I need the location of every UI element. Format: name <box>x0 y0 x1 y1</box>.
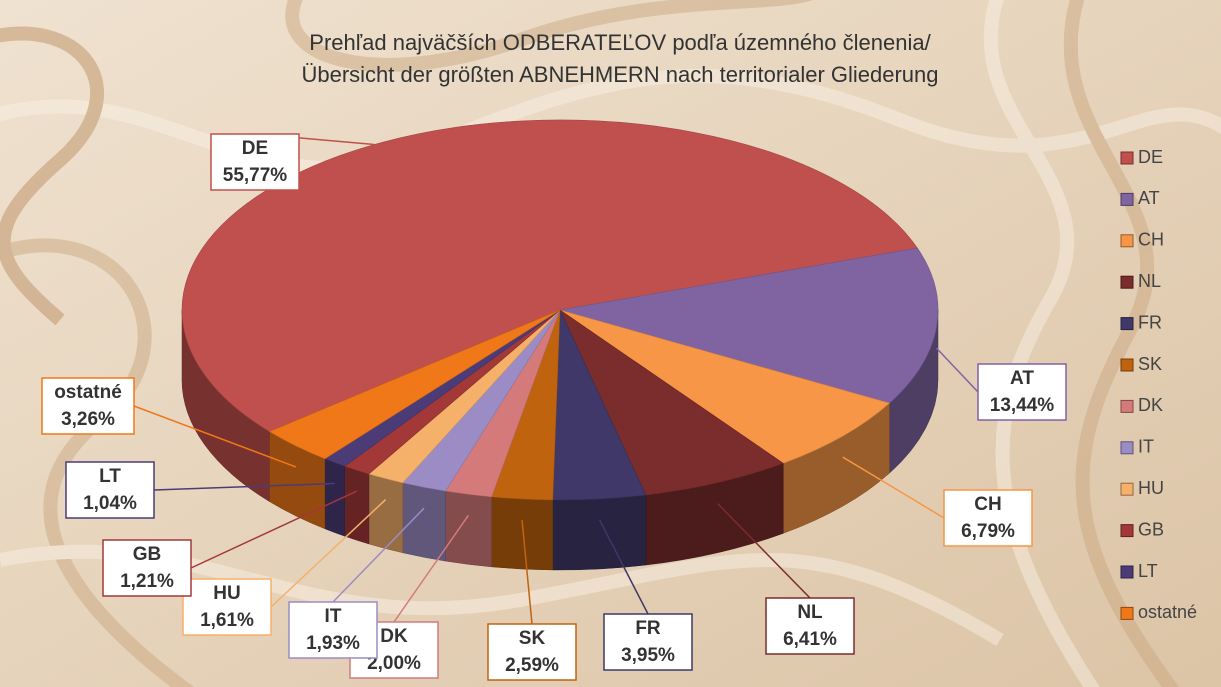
legend-marker <box>1120 275 1134 289</box>
legend-label: DE <box>1138 147 1163 167</box>
data-label-value: 13,44% <box>990 395 1055 416</box>
data-label-value: 6,41% <box>783 629 837 650</box>
legend-label: IT <box>1138 437 1154 457</box>
data-label-value: 3,95% <box>621 645 675 666</box>
leader-line <box>842 456 945 519</box>
data-label-category: IT <box>325 606 342 627</box>
pie-tops <box>181 119 939 501</box>
data-label-value: 3,26% <box>61 409 115 430</box>
data-label-category: DE <box>242 138 268 159</box>
pie-slice-side <box>344 465 370 545</box>
pie-slice <box>559 247 939 404</box>
legend-label: NL <box>1138 271 1161 291</box>
data-label-category: LT <box>99 466 121 487</box>
data-label-box <box>487 623 577 681</box>
data-label-value: 1,04% <box>83 493 137 514</box>
pie-slice-side <box>491 496 554 571</box>
pie-slice <box>559 309 891 464</box>
data-label-category: DK <box>380 626 408 647</box>
legend-label: FR <box>1138 312 1162 332</box>
legend-marker <box>1120 192 1134 206</box>
data-label-category: AT <box>1010 368 1034 389</box>
data-label-value: 6,79% <box>961 521 1015 542</box>
data-label-value: 1,21% <box>120 571 174 592</box>
leader-line <box>393 514 470 623</box>
legend-marker <box>1120 482 1134 496</box>
legend-marker <box>1120 358 1134 372</box>
leader-line <box>190 490 357 569</box>
data-label-value: 1,61% <box>200 610 254 631</box>
legend-marker <box>1120 151 1134 165</box>
data-label-box <box>977 363 1067 421</box>
data-label-value: 55,77% <box>223 165 288 186</box>
leader-line <box>270 499 387 608</box>
legend-marker <box>1120 234 1134 248</box>
data-label-box <box>65 461 155 519</box>
data-label-box <box>102 539 192 597</box>
data-labels: DE 55,77% AT 13,44% CH 6,79% NL 6,41% FR 3,95% SK 2… <box>41 133 1067 681</box>
data-label-box <box>182 578 272 636</box>
data-label-category: HU <box>213 583 240 604</box>
data-label-category: FR <box>635 618 661 639</box>
legend-marker <box>1120 524 1134 538</box>
legend-label: AT <box>1138 188 1160 208</box>
data-label-value: 1,93% <box>306 633 360 654</box>
legend-marker <box>1120 317 1134 331</box>
legend-label: GB <box>1138 519 1164 539</box>
legend-label: ostatné <box>1138 602 1197 622</box>
data-label-box <box>603 613 693 671</box>
legend: DE AT CH NL FR SK DK IT HU GB LT ostatné <box>1120 147 1197 622</box>
leader-line <box>133 405 297 468</box>
chart-title: Übersicht der größten ABNEHMERN nach ter… <box>301 62 938 87</box>
pie-slice <box>181 119 918 432</box>
legend-label: DK <box>1138 395 1163 415</box>
chart-title: Prehľad najväčších ODBERATEĽOV podľa úze… <box>309 30 931 55</box>
data-label-category: SK <box>519 628 546 649</box>
leader-line <box>153 482 335 491</box>
data-label-category: NL <box>797 602 823 623</box>
data-label-box <box>288 601 378 659</box>
pie-slice-side <box>445 490 492 568</box>
legend-marker <box>1120 606 1134 620</box>
data-label-category: ostatné <box>54 382 122 403</box>
pie-slice <box>268 309 561 460</box>
pie-slice <box>559 309 784 496</box>
leader-line <box>598 519 649 615</box>
data-label-box <box>943 489 1033 547</box>
legend-label: LT <box>1138 561 1158 581</box>
data-label-value: 2,59% <box>505 655 559 676</box>
data-label-box <box>41 377 135 435</box>
legend-marker <box>1120 441 1134 455</box>
leader-line <box>332 507 425 603</box>
pie-slice-side <box>552 494 647 571</box>
data-label-category: CH <box>974 494 1001 515</box>
data-label-category: GB <box>133 544 162 565</box>
legend-marker <box>1120 399 1134 413</box>
legend-label: HU <box>1138 478 1164 498</box>
pie-sides <box>181 309 939 571</box>
leader-line <box>717 503 811 599</box>
pie-slice-side <box>402 482 446 562</box>
pie-slice-side <box>368 473 404 554</box>
legend-label: CH <box>1138 230 1164 250</box>
leader-line <box>935 347 979 393</box>
legend-marker <box>1120 565 1134 579</box>
leader-line <box>521 519 533 625</box>
data-label-box <box>210 133 300 191</box>
data-label-box <box>765 597 855 655</box>
data-label-value: 2,00% <box>367 653 421 674</box>
legend-label: SK <box>1138 354 1162 374</box>
